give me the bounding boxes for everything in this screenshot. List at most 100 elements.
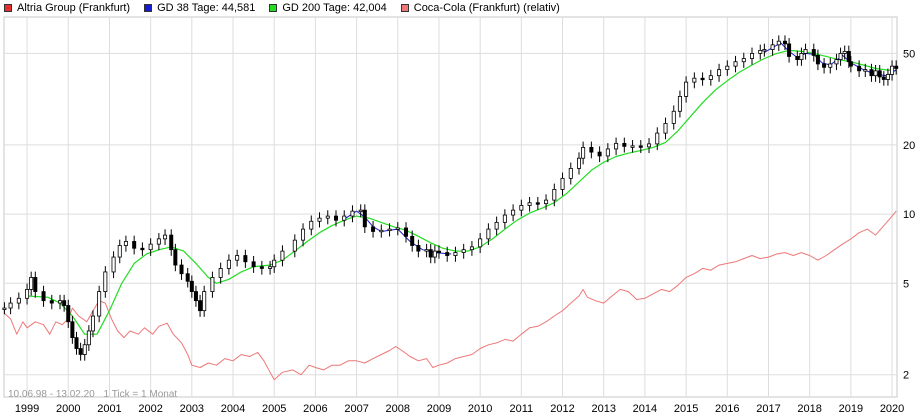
- candle-body: [486, 228, 491, 240]
- legend-item-altria[interactable]: Altria Group (Frankfurt): [4, 2, 130, 14]
- candle-body: [117, 245, 122, 258]
- candle-body: [478, 238, 483, 248]
- candle-body: [803, 49, 808, 54]
- candle-body: [123, 241, 128, 246]
- legend-label-gd200: GD 200 Tage: 42,004: [282, 2, 387, 14]
- legend-item-gd38[interactable]: GD 38 Tage: 44,581: [144, 2, 255, 14]
- candle-body: [622, 142, 627, 147]
- candle-body: [432, 250, 437, 258]
- candle-body: [358, 209, 363, 213]
- candle-body: [58, 300, 63, 304]
- candle-body: [597, 151, 602, 157]
- candle-body: [317, 217, 322, 222]
- x-tick-label: 2010: [468, 403, 492, 415]
- x-tick-label: 1999: [15, 403, 39, 415]
- candle-body: [16, 297, 21, 304]
- candle-body: [750, 53, 755, 59]
- candle-body: [251, 261, 256, 268]
- candle-body: [424, 249, 429, 252]
- candle-body: [103, 271, 108, 292]
- candle-body: [156, 238, 161, 245]
- candle-body: [811, 49, 816, 56]
- candle-body: [416, 245, 421, 252]
- candle-body: [210, 277, 215, 292]
- x-tick-label: 2020: [880, 403, 904, 415]
- candle-body: [25, 289, 30, 299]
- candle-body: [848, 61, 853, 67]
- candle-body: [494, 221, 499, 230]
- candle-body: [857, 65, 862, 72]
- candle-body: [29, 277, 34, 290]
- x-tick-label: 2006: [303, 403, 327, 415]
- legend: Altria Group (Frankfurt) GD 38 Tage: 44,…: [4, 0, 574, 16]
- candle-body: [66, 305, 71, 323]
- legend-swatch-gd200: [269, 4, 278, 12]
- candle-body: [371, 226, 376, 232]
- candle-body: [280, 250, 285, 261]
- y-tick-label: 50: [903, 48, 915, 60]
- candle-body: [2, 307, 7, 310]
- plot-area: [3, 16, 898, 398]
- candle-body: [782, 40, 787, 45]
- candle-body: [33, 277, 38, 292]
- candle-body: [663, 122, 668, 134]
- candle-body: [309, 220, 314, 230]
- x-tick-label: 2005: [262, 403, 286, 415]
- x-tick-label: 2012: [550, 403, 574, 415]
- candle-body: [62, 300, 67, 306]
- candle-body: [795, 56, 800, 60]
- x-tick-label: 2001: [97, 403, 121, 415]
- candle-body: [577, 157, 582, 169]
- x-tick-label: 2019: [839, 403, 863, 415]
- candle-body: [787, 43, 792, 57]
- candle-body: [614, 142, 619, 150]
- candle-body: [272, 259, 277, 268]
- candle-body: [387, 228, 392, 232]
- candle-body: [132, 241, 137, 249]
- candle-body: [502, 214, 507, 223]
- legend-item-cocacola[interactable]: Coca-Cola (Frankfurt) (relativ): [400, 2, 560, 14]
- y-tick-label: 20: [903, 140, 915, 152]
- candle-body: [877, 70, 882, 78]
- candle-body: [325, 215, 330, 219]
- candle-body: [725, 65, 730, 71]
- candle-body: [70, 321, 75, 339]
- candle-body: [218, 268, 223, 278]
- legend-swatch-altria: [4, 4, 12, 12]
- candle-body: [894, 65, 899, 69]
- x-tick-label: 2003: [180, 403, 204, 415]
- candle-body: [259, 266, 264, 269]
- candle-body: [333, 215, 338, 221]
- candle-body: [410, 235, 415, 246]
- candle-body: [560, 177, 565, 190]
- candle-body: [74, 337, 79, 349]
- x-tick-label: 2015: [674, 403, 698, 415]
- legend-label-gd38: GD 38 Tage: 44,581: [157, 2, 256, 14]
- candle-body: [741, 58, 746, 63]
- candle-body: [762, 49, 767, 52]
- candle-body: [776, 40, 781, 46]
- candle-body: [445, 252, 450, 256]
- candle-body: [838, 53, 843, 60]
- candle-body: [770, 44, 775, 50]
- candle-body: [111, 256, 116, 273]
- candle-body: [86, 330, 91, 346]
- candle-body: [692, 77, 697, 83]
- candle-body: [511, 209, 516, 216]
- candle-body: [700, 77, 705, 81]
- candle-body: [815, 55, 820, 65]
- candle-body: [185, 273, 190, 282]
- x-tick-label: 2014: [633, 403, 657, 415]
- candle-body: [527, 202, 532, 206]
- candle-body: [189, 280, 194, 292]
- candle-body: [268, 266, 273, 269]
- candle-body: [428, 249, 433, 258]
- candle-body: [82, 344, 87, 355]
- y-tick-label: 5: [903, 278, 909, 290]
- legend-item-gd200[interactable]: GD 200 Tage: 42,004: [269, 2, 387, 14]
- candle-body: [395, 227, 400, 230]
- candle-body: [638, 145, 643, 148]
- x-tick-label: 2000: [56, 403, 80, 415]
